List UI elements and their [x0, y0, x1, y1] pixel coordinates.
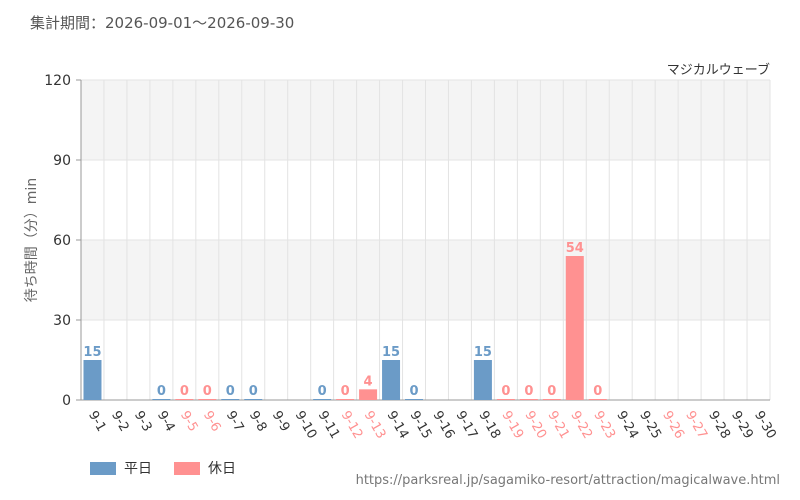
- data-label: 54: [566, 241, 584, 256]
- legend-item-holiday[interactable]: 休日: [174, 458, 236, 478]
- x-tick-label: 9-11: [315, 409, 343, 442]
- bar: [542, 399, 561, 400]
- data-label: 0: [203, 384, 212, 399]
- data-label: 4: [364, 374, 373, 389]
- data-label: 0: [226, 384, 235, 399]
- bar: [496, 399, 515, 400]
- data-label: 0: [157, 384, 166, 399]
- x-tick-label: 9-17: [452, 409, 480, 442]
- x-tick-label: 9-10: [292, 409, 320, 442]
- y-axis-label: 待ち時間（分）min: [24, 178, 40, 302]
- data-label: 0: [180, 384, 189, 399]
- chart-title: マジカルウェーブ: [667, 62, 770, 78]
- x-tick-label: 9-28: [705, 409, 733, 442]
- legend-label-weekday: 平日: [124, 461, 152, 477]
- bar: [359, 389, 378, 400]
- legend-swatch-weekday: [90, 461, 116, 475]
- x-tick-label: 9-15: [407, 409, 435, 442]
- x-tick-label: 9-19: [498, 409, 526, 442]
- bar: [198, 399, 217, 400]
- bar: [565, 256, 584, 400]
- bar: [175, 399, 194, 400]
- x-tick-label: 9-2: [108, 409, 132, 435]
- legend-label-holiday: 休日: [208, 461, 236, 477]
- legend: 平日 休日: [90, 458, 258, 478]
- x-tick-label: 9-3: [131, 409, 155, 435]
- data-label: 0: [593, 384, 602, 399]
- bar: [588, 399, 607, 400]
- data-label: 15: [382, 345, 400, 360]
- x-tick-label: 9-8: [246, 409, 270, 435]
- x-tick-label: 9-9: [269, 409, 293, 435]
- bar: [152, 399, 171, 400]
- x-tick-label: 9-5: [177, 409, 201, 435]
- x-tick-label: 9-7: [223, 409, 247, 435]
- data-label: 0: [318, 384, 327, 399]
- x-tick-label: 9-24: [613, 409, 641, 442]
- x-tick-label: 9-20: [521, 409, 549, 442]
- y-tick-label: 90: [53, 153, 71, 169]
- source-url[interactable]: https://parksreal.jp/sagamiko-resort/att…: [355, 473, 780, 488]
- x-tick-label: 9-18: [475, 409, 503, 442]
- data-label: 0: [409, 384, 418, 399]
- x-tick-label: 9-30: [751, 409, 779, 442]
- bar: [473, 360, 492, 400]
- legend-swatch-holiday: [174, 461, 200, 475]
- data-label: 0: [524, 384, 533, 399]
- y-tick-label: 0: [62, 393, 71, 409]
- x-tick-label: 9-16: [430, 409, 458, 442]
- y-tick-label: 120: [44, 73, 71, 89]
- data-label: 0: [501, 384, 510, 399]
- bar: [244, 399, 263, 400]
- legend-item-weekday[interactable]: 平日: [90, 458, 152, 478]
- x-tick-label: 9-12: [338, 409, 366, 442]
- data-label: 0: [341, 384, 350, 399]
- x-tick-label: 9-6: [200, 409, 224, 435]
- data-label: 0: [547, 384, 556, 399]
- bar: [221, 399, 240, 400]
- bar: [382, 360, 401, 400]
- bar: [336, 399, 355, 400]
- data-label: 0: [249, 384, 258, 399]
- y-tick-label: 60: [53, 233, 71, 249]
- x-tick-label: 9-26: [659, 409, 687, 442]
- data-label: 15: [83, 345, 101, 360]
- data-label: 15: [474, 345, 492, 360]
- bar: [405, 399, 424, 400]
- x-tick-label: 9-21: [544, 409, 572, 442]
- x-tick-label: 9-13: [361, 409, 389, 442]
- y-tick-label: 30: [53, 313, 71, 329]
- period-label: 集計期間：2026-09-01～2026-09-30: [30, 14, 295, 32]
- x-tick-label: 9-1: [85, 409, 109, 435]
- x-tick-label: 9-4: [154, 409, 178, 435]
- x-tick-label: 9-23: [590, 409, 618, 442]
- bar: [519, 399, 538, 400]
- x-tick-label: 9-14: [384, 409, 412, 442]
- x-tick-label: 9-25: [636, 409, 664, 442]
- x-tick-label: 9-22: [567, 409, 595, 442]
- bar: [313, 399, 332, 400]
- x-tick-label: 9-27: [682, 409, 710, 442]
- bar: [83, 360, 102, 400]
- x-tick-label: 9-29: [728, 409, 756, 442]
